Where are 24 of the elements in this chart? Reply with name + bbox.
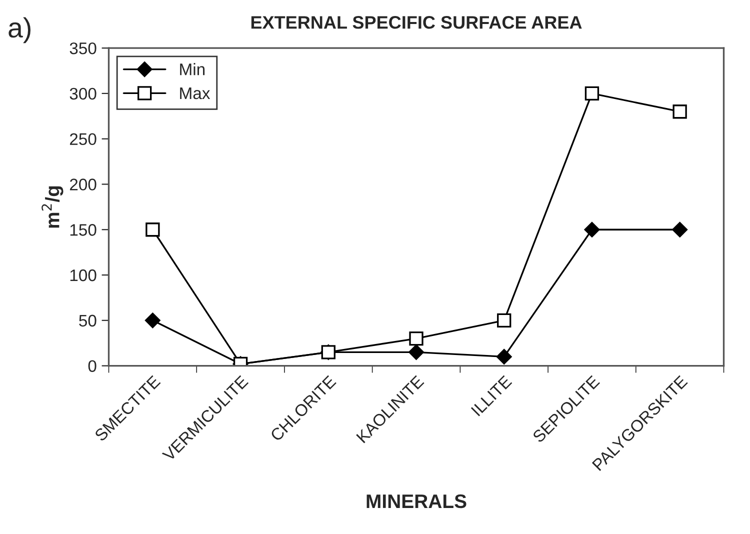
point xyxy=(672,104,687,119)
legend-label: Max xyxy=(180,88,210,100)
y-tick-label: 100 xyxy=(70,269,96,282)
y-tick-label: 200 xyxy=(70,178,96,190)
y-axis-title: m$^{2}$/g xyxy=(42,186,64,228)
point xyxy=(584,222,600,238)
y-tick-label: 150 xyxy=(70,224,96,236)
text: a) xyxy=(8,17,30,44)
y-tick-label: 250 xyxy=(70,133,96,146)
chart-title: EXTERNAL SPECIFIC SURFACE AREA xyxy=(251,16,582,29)
point xyxy=(584,86,600,101)
y-tick-label: 300 xyxy=(70,88,96,100)
y-tick-label: 350 xyxy=(70,42,96,54)
x-axis-title: MINERALS xyxy=(366,494,466,508)
point xyxy=(496,349,512,364)
point xyxy=(144,312,160,328)
y-tick-label: 50 xyxy=(79,314,96,327)
point xyxy=(146,222,160,237)
point xyxy=(408,344,424,360)
legend-label: Min xyxy=(180,63,205,76)
y-tick-label: 0 xyxy=(88,360,96,372)
point xyxy=(409,331,424,346)
point xyxy=(497,313,512,328)
point xyxy=(672,222,688,238)
